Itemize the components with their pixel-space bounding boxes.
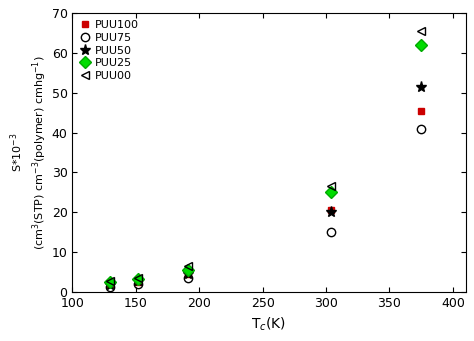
PUU100: [328, 208, 334, 212]
Y-axis label: S*10$^{-3}$
(cm$^3$(STP) cm$^{-3}$(polymer) cmhg$^{-1}$): S*10$^{-3}$ (cm$^3$(STP) cm$^{-3}$(polym…: [9, 55, 49, 250]
PUU50: [328, 210, 334, 214]
Line: PUU25: PUU25: [106, 41, 425, 286]
Line: PUU50: PUU50: [105, 81, 427, 290]
PUU100: [108, 282, 113, 286]
PUU00: [108, 279, 113, 283]
PUU50: [136, 279, 141, 283]
PUU25: [185, 268, 191, 272]
PUU100: [136, 280, 141, 284]
Legend: PUU100, PUU75, PUU50, PUU25, PUU00: PUU100, PUU75, PUU50, PUU25, PUU00: [76, 17, 142, 85]
PUU25: [108, 280, 113, 284]
PUU25: [419, 43, 424, 47]
PUU00: [136, 276, 141, 280]
PUU75: [185, 276, 191, 280]
PUU50: [419, 85, 424, 89]
PUU75: [328, 230, 334, 234]
PUU50: [108, 283, 113, 287]
PUU00: [328, 184, 334, 189]
Line: PUU00: PUU00: [106, 27, 425, 285]
PUU75: [108, 285, 113, 289]
PUU100: [419, 109, 424, 113]
PUU50: [185, 272, 191, 276]
PUU75: [419, 127, 424, 131]
PUU75: [136, 282, 141, 286]
X-axis label: T$_c$(K): T$_c$(K): [252, 315, 287, 333]
PUU00: [419, 29, 424, 33]
PUU25: [136, 277, 141, 281]
Line: PUU100: PUU100: [107, 107, 425, 287]
PUU25: [328, 190, 334, 194]
Line: PUU75: PUU75: [106, 124, 425, 291]
PUU00: [185, 264, 191, 268]
PUU100: [185, 272, 191, 276]
